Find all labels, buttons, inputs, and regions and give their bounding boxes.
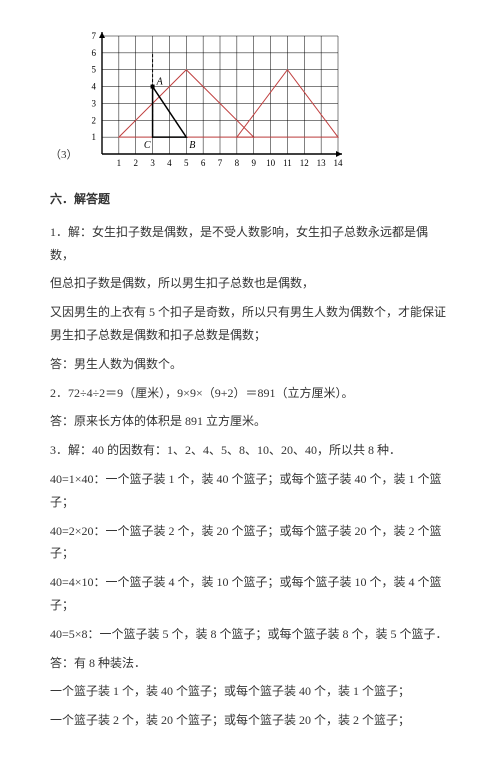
svg-text:1: 1 <box>116 158 121 168</box>
svg-text:6: 6 <box>91 48 96 58</box>
svg-text:5: 5 <box>184 158 189 168</box>
section-title: 六．解答题 <box>50 188 450 211</box>
svg-text:4: 4 <box>91 82 96 92</box>
svg-text:B: B <box>189 140 195 151</box>
grid-chart: 12345678910111213141234567ABC <box>82 30 344 170</box>
paragraph: 40=5×8：一个篮子装 5 个，装 8 个篮子；或每个篮子装 8 个，装 5 … <box>50 623 450 646</box>
paragraph: 40=4×10：一个篮子装 4 个，装 10 个篮子；或每个篮子装 10 个，装… <box>50 571 450 617</box>
svg-text:1: 1 <box>91 132 96 142</box>
paragraph: 但总扣子数是偶数，所以男生扣子总数也是偶数， <box>50 272 450 295</box>
svg-text:8: 8 <box>234 158 239 168</box>
svg-text:5: 5 <box>91 65 96 75</box>
svg-text:3: 3 <box>91 98 96 108</box>
svg-text:14: 14 <box>333 158 343 168</box>
svg-text:4: 4 <box>167 158 172 168</box>
paragraph: 又因男生的上衣有 5 个扣子是奇数，所以只有男生人数为偶数个，才能保证男生扣子总… <box>50 301 450 347</box>
paragraph: 1．解：女生扣子数是偶数，是不受人数影响，女生扣子总数永远都是偶数， <box>50 221 450 267</box>
svg-text:2: 2 <box>133 158 138 168</box>
svg-text:7: 7 <box>91 31 96 41</box>
svg-text:A: A <box>155 77 163 88</box>
svg-text:2: 2 <box>91 115 96 125</box>
paragraph: 一个篮子装 2 个，装 20 个篮子；或每个篮子装 20 个，装 2 个篮子； <box>50 709 450 732</box>
svg-text:11: 11 <box>283 158 292 168</box>
paragraph: 一个篮子装 1 个，装 40 个篮子；或每个篮子装 40 个，装 1 个篮子； <box>50 680 450 703</box>
svg-text:7: 7 <box>217 158 222 168</box>
chart-index-label: （3） <box>50 145 78 170</box>
paragraph: 答：原来长方体的体积是 891 立方厘米。 <box>50 410 450 433</box>
svg-text:12: 12 <box>299 158 308 168</box>
page: （3） 12345678910111213141234567ABC 六．解答题 … <box>0 0 500 768</box>
svg-text:10: 10 <box>266 158 276 168</box>
paragraph: 40=1×40：一个篮子装 1 个，装 40 个篮子；或每个篮子装 40 个，装… <box>50 468 450 514</box>
svg-text:6: 6 <box>200 158 205 168</box>
paragraph: 2．72÷4÷2＝9（厘米），9×9×（9+2）＝891（立方厘米）。 <box>50 382 450 405</box>
svg-text:9: 9 <box>251 158 256 168</box>
paragraph: 40=2×20：一个篮子装 2 个，装 20 个篮子；或每个篮子装 20 个，装… <box>50 520 450 566</box>
paragraph: 答：有 8 种装法． <box>50 652 450 675</box>
answer-body: 1．解：女生扣子数是偶数，是不受人数影响，女生扣子总数永远都是偶数， 但总扣子数是… <box>50 221 450 732</box>
paragraph: 3．解：40 的因数有：1、2、4、5、8、10、20、40，所以共 8 种． <box>50 439 450 462</box>
svg-text:C: C <box>143 140 150 151</box>
svg-text:13: 13 <box>316 158 326 168</box>
paragraph: 答：男生人数为偶数个。 <box>50 353 450 376</box>
svg-text:3: 3 <box>150 158 155 168</box>
chart-row: （3） 12345678910111213141234567ABC <box>50 30 450 170</box>
